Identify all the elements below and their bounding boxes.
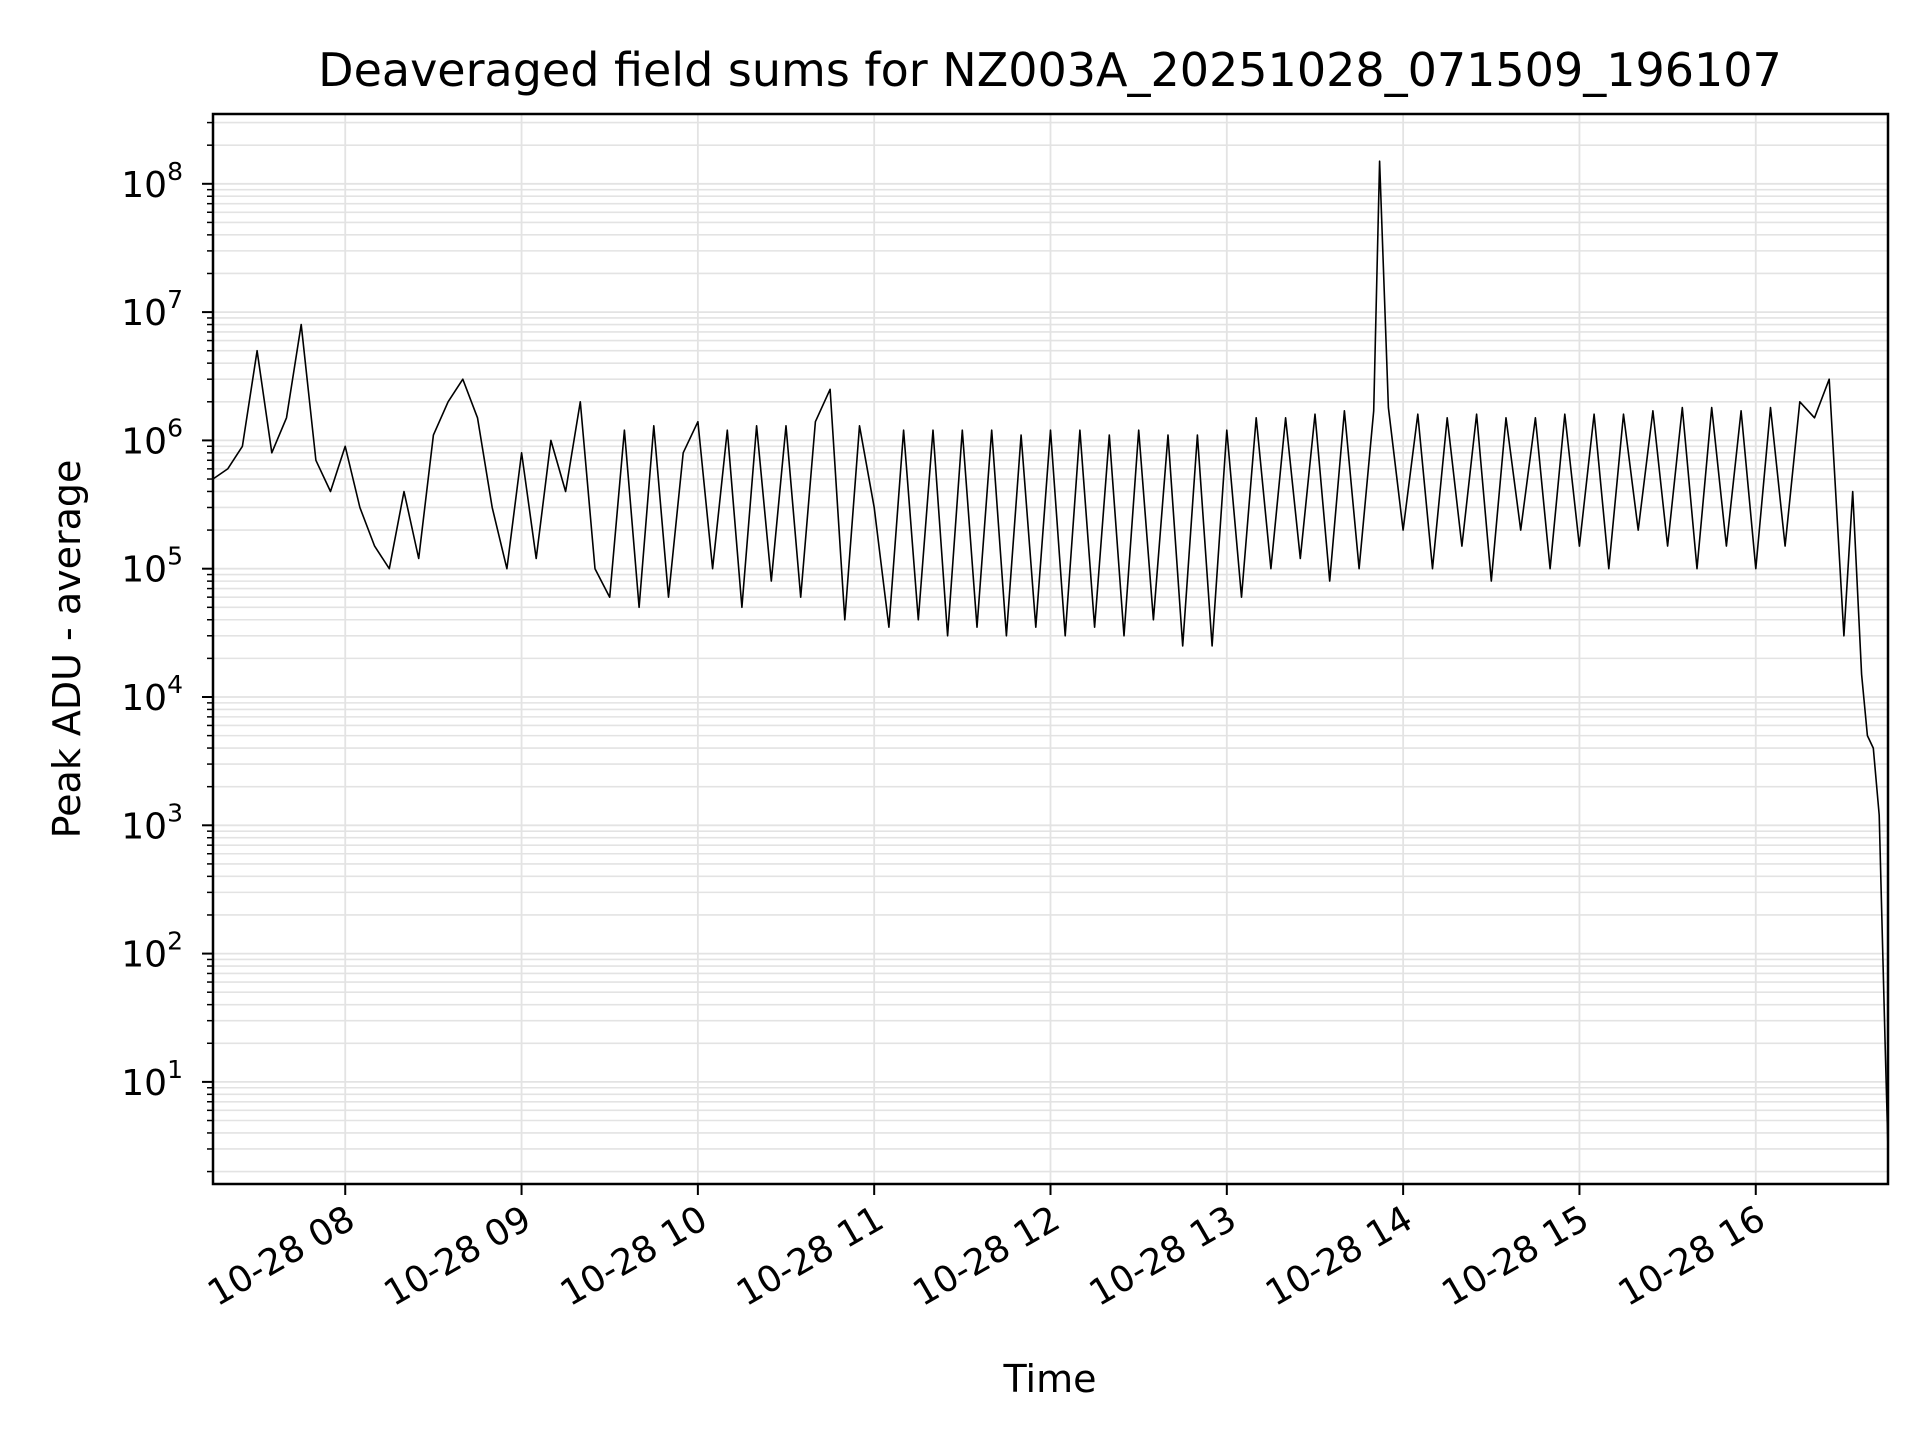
y-tick-label: 101 bbox=[121, 1055, 183, 1104]
grid-major bbox=[213, 114, 1888, 1184]
x-tick-label: 10-28 11 bbox=[730, 1198, 891, 1314]
x-tick-label: 10-28 08 bbox=[201, 1198, 362, 1314]
y-tick-label: 104 bbox=[121, 670, 183, 719]
chart-title: Deaveraged field sums for NZ003A_2025102… bbox=[318, 43, 1782, 97]
x-tick-label: 10-28 14 bbox=[1259, 1198, 1420, 1314]
x-tick-label: 10-28 15 bbox=[1435, 1198, 1596, 1314]
y-tick-label: 106 bbox=[121, 413, 183, 462]
y-tick-label: 108 bbox=[121, 157, 183, 206]
x-tick-label: 10-28 16 bbox=[1612, 1198, 1773, 1314]
x-tick-label: 10-28 12 bbox=[906, 1198, 1067, 1314]
x-axis: 10-28 08 10-28 09 10-28 10 10-28 11 10-28 12… bbox=[201, 1184, 1772, 1315]
data-line-layer bbox=[212, 160, 1889, 1150]
x-tick-label: 10-28 13 bbox=[1083, 1198, 1244, 1314]
x-tick-label: 10-28 09 bbox=[377, 1198, 538, 1314]
x-tick-label: 10-28 10 bbox=[554, 1198, 715, 1314]
y-tick-label: 103 bbox=[121, 798, 183, 847]
y-axis: 101 102 103 104 105 106 107 108 bbox=[121, 121, 213, 1173]
y-axis-label: Peak ADU - average bbox=[45, 460, 89, 839]
y-tick-label: 102 bbox=[121, 927, 183, 976]
series-line bbox=[212, 160, 1889, 1150]
x-axis-label: Time bbox=[1003, 1357, 1097, 1401]
y-tick-label: 107 bbox=[121, 285, 183, 334]
y-tick-label: 105 bbox=[121, 542, 183, 591]
